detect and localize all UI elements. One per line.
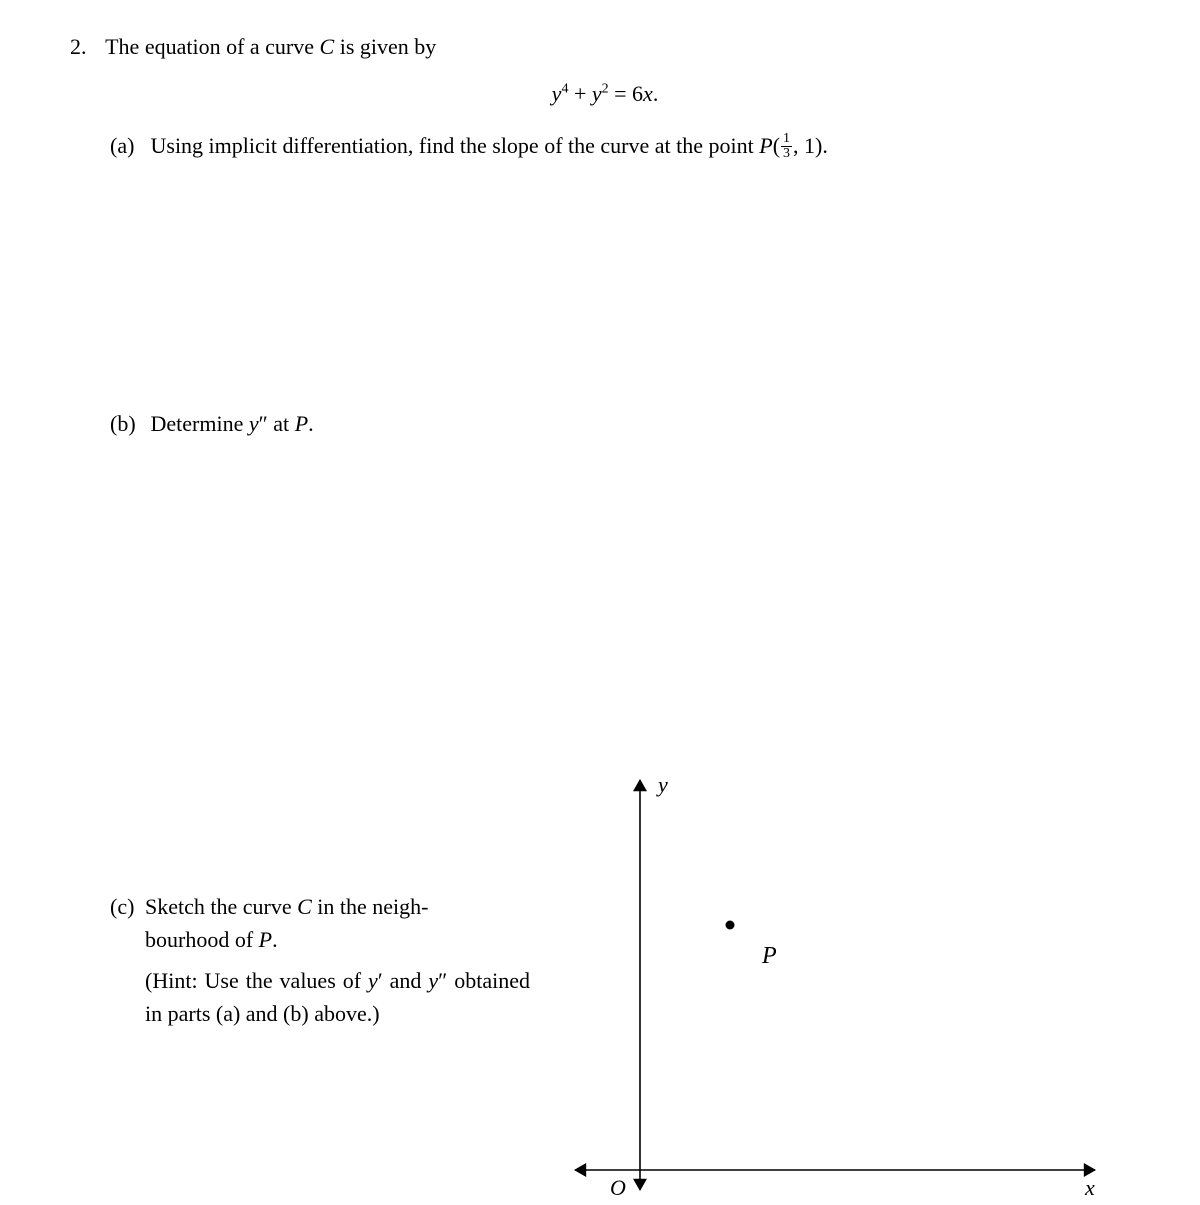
curve-symbol: C	[320, 34, 335, 59]
part-b-period: .	[308, 411, 314, 436]
part-c-l2b: .	[272, 927, 278, 952]
eqn-plus: +	[568, 81, 591, 106]
part-c-hint2: and	[383, 968, 429, 993]
svg-text:x: x	[1084, 1175, 1095, 1200]
part-a: (a) Using implicit differentiation, find…	[70, 129, 1140, 162]
part-b-text1: Determine	[151, 411, 249, 436]
svg-text:O: O	[610, 1175, 626, 1200]
eqn-y2: y	[592, 81, 602, 106]
part-c-l2a: bourhood of	[145, 927, 259, 952]
eqn-period: .	[653, 81, 659, 106]
part-c-y1: y	[368, 968, 378, 993]
part-a-text: Using implicit differentiation, find the…	[151, 133, 760, 158]
part-b-dprime: ″	[259, 411, 268, 436]
eqn-x: x	[643, 81, 653, 106]
part-a-label: (a)	[110, 129, 145, 162]
part-b-P: P	[295, 411, 308, 436]
part-a-space	[70, 162, 1140, 407]
part-c-dprime: ″	[438, 968, 447, 993]
frac-num: 1	[781, 132, 792, 147]
part-c-l1b: in the neigh-	[312, 894, 429, 919]
svg-text:y: y	[656, 772, 668, 797]
part-c-C: C	[297, 894, 312, 919]
part-c-y2: y	[428, 968, 438, 993]
eqn-exp2: 2	[602, 82, 609, 97]
frac-den: 3	[781, 147, 792, 161]
part-b-space	[70, 440, 1140, 770]
part-a-after: , 1).	[793, 133, 828, 158]
stem-text-1: The equation of a curve	[105, 34, 319, 59]
part-b-label: (b)	[110, 407, 145, 440]
part-c-P: P	[259, 927, 272, 952]
question-stem: 2. The equation of a curve C is given by	[70, 30, 1140, 63]
part-b-text2: at	[268, 411, 295, 436]
part-c-label: (c)	[110, 890, 145, 1030]
part-b: (b) Determine y″ at P.	[70, 407, 1140, 440]
part-c-hint1: (Hint: Use the values of	[145, 968, 368, 993]
part-a-P: P	[759, 133, 772, 158]
part-c-row: (c) Sketch the curve C in the neigh- bou…	[70, 770, 1140, 1200]
equation: y4 + y2 = 6x.	[70, 81, 1140, 107]
part-c-text: (c) Sketch the curve C in the neigh- bou…	[110, 890, 530, 1030]
page: 2. The equation of a curve C is given by…	[0, 0, 1200, 1140]
part-b-y: y	[249, 411, 259, 436]
stem-text-2: is given by	[334, 34, 436, 59]
eqn-eq: = 6	[609, 81, 643, 106]
part-c-l1a: Sketch the curve	[145, 894, 297, 919]
eqn-y1: y	[552, 81, 562, 106]
diagram: y x O P	[560, 770, 1100, 1200]
axes-svg: y x O P	[560, 770, 1100, 1200]
question-number: 2.	[70, 30, 100, 63]
svg-text:P: P	[761, 943, 777, 969]
part-a-fraction: 13	[781, 132, 792, 161]
part-a-open: (	[773, 133, 780, 158]
